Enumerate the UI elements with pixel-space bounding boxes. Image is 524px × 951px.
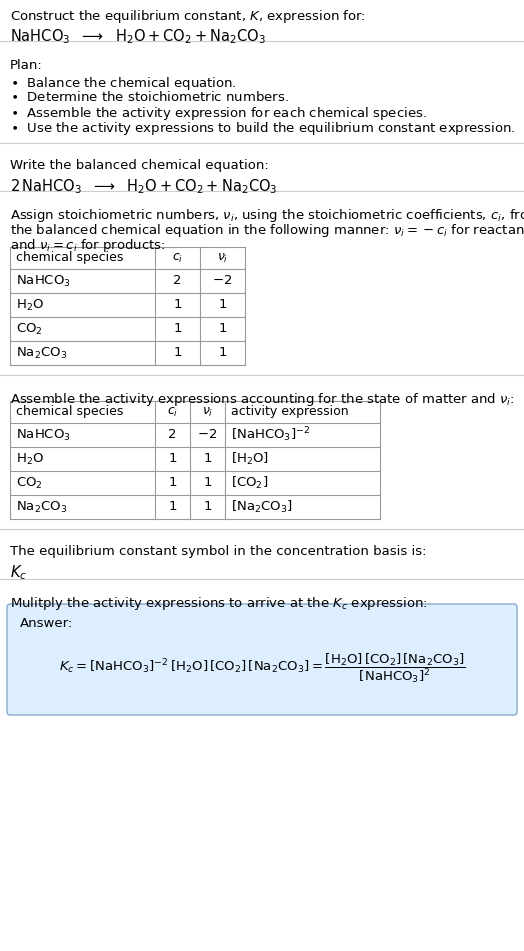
Text: Write the balanced chemical equation:: Write the balanced chemical equation: <box>10 159 269 172</box>
Text: Construct the equilibrium constant, $K$, expression for:: Construct the equilibrium constant, $K$,… <box>10 8 366 25</box>
Text: chemical species: chemical species <box>16 251 123 264</box>
Text: 1: 1 <box>168 453 177 465</box>
Text: 1: 1 <box>219 299 227 312</box>
Text: 2: 2 <box>168 429 177 441</box>
Text: $-2$: $-2$ <box>212 275 233 287</box>
Text: The equilibrium constant symbol in the concentration basis is:: The equilibrium constant symbol in the c… <box>10 545 427 558</box>
Text: $\bullet$  Use the activity expressions to build the equilibrium constant expres: $\bullet$ Use the activity expressions t… <box>10 120 516 137</box>
Text: 2: 2 <box>173 275 182 287</box>
Text: 1: 1 <box>219 322 227 336</box>
Text: $\bullet$  Assemble the activity expression for each chemical species.: $\bullet$ Assemble the activity expressi… <box>10 105 427 122</box>
Text: $c_i$: $c_i$ <box>172 251 183 264</box>
Text: activity expression: activity expression <box>231 405 348 418</box>
Text: 1: 1 <box>219 346 227 359</box>
Text: Assign stoichiometric numbers, $\nu_i$, using the stoichiometric coefficients, $: Assign stoichiometric numbers, $\nu_i$, … <box>10 207 524 224</box>
FancyBboxPatch shape <box>7 604 517 715</box>
Text: $[\mathrm{NaHCO_3}]^{-2}$: $[\mathrm{NaHCO_3}]^{-2}$ <box>231 426 310 444</box>
Text: $[\mathrm{CO_2}]$: $[\mathrm{CO_2}]$ <box>231 475 268 491</box>
Text: $\bullet$  Determine the stoichiometric numbers.: $\bullet$ Determine the stoichiometric n… <box>10 90 289 104</box>
Text: 1: 1 <box>203 500 212 514</box>
Text: and $\nu_i = c_i$ for products:: and $\nu_i = c_i$ for products: <box>10 237 166 254</box>
Text: $K_c = [\mathrm{NaHCO_3}]^{-2}\,[\mathrm{H_2O}]\,[\mathrm{CO_2}]\,[\mathrm{Na_2C: $K_c = [\mathrm{NaHCO_3}]^{-2}\,[\mathrm… <box>59 651 465 685</box>
Text: Answer:: Answer: <box>20 617 73 630</box>
Text: $-2$: $-2$ <box>198 429 217 441</box>
Text: the balanced chemical equation in the following manner: $\nu_i = -c_i$ for react: the balanced chemical equation in the fo… <box>10 222 524 239</box>
Text: $\mathrm{NaHCO_3}$: $\mathrm{NaHCO_3}$ <box>16 274 71 288</box>
Text: $[\mathrm{H_2O}]$: $[\mathrm{H_2O}]$ <box>231 451 269 467</box>
Text: $\mathrm{Na_2CO_3}$: $\mathrm{Na_2CO_3}$ <box>16 499 67 514</box>
Text: $2\,\mathrm{NaHCO_3}$  $\longrightarrow$  $\mathrm{H_2O + CO_2 + Na_2CO_3}$: $2\,\mathrm{NaHCO_3}$ $\longrightarrow$ … <box>10 177 278 196</box>
Text: $\mathrm{H_2O}$: $\mathrm{H_2O}$ <box>16 452 44 467</box>
Text: $\mathrm{H_2O}$: $\mathrm{H_2O}$ <box>16 298 44 313</box>
Text: 1: 1 <box>168 476 177 490</box>
Text: 1: 1 <box>173 299 182 312</box>
Text: 1: 1 <box>173 346 182 359</box>
Text: $\bullet$  Balance the chemical equation.: $\bullet$ Balance the chemical equation. <box>10 75 237 92</box>
Text: Mulitply the activity expressions to arrive at the $K_c$ expression:: Mulitply the activity expressions to arr… <box>10 595 428 612</box>
Text: $[\mathrm{Na_2CO_3}]$: $[\mathrm{Na_2CO_3}]$ <box>231 499 293 515</box>
Text: $\mathrm{CO_2}$: $\mathrm{CO_2}$ <box>16 476 43 491</box>
Text: $\mathrm{CO_2}$: $\mathrm{CO_2}$ <box>16 321 43 337</box>
Text: 1: 1 <box>173 322 182 336</box>
Text: $\nu_i$: $\nu_i$ <box>202 405 213 418</box>
Text: $K_c$: $K_c$ <box>10 563 27 582</box>
Text: 1: 1 <box>203 476 212 490</box>
Text: $\mathrm{NaHCO_3}$  $\longrightarrow$  $\mathrm{H_2O + CO_2 + Na_2CO_3}$: $\mathrm{NaHCO_3}$ $\longrightarrow$ $\m… <box>10 27 266 46</box>
Text: 1: 1 <box>168 500 177 514</box>
Text: chemical species: chemical species <box>16 405 123 418</box>
Text: Assemble the activity expressions accounting for the state of matter and $\nu_i$: Assemble the activity expressions accoun… <box>10 391 515 408</box>
Text: $\nu_i$: $\nu_i$ <box>217 251 228 264</box>
Text: $\mathrm{NaHCO_3}$: $\mathrm{NaHCO_3}$ <box>16 427 71 442</box>
Text: Plan:: Plan: <box>10 59 43 72</box>
Text: $\mathrm{Na_2CO_3}$: $\mathrm{Na_2CO_3}$ <box>16 345 67 360</box>
Text: 1: 1 <box>203 453 212 465</box>
Text: $c_i$: $c_i$ <box>167 405 178 418</box>
